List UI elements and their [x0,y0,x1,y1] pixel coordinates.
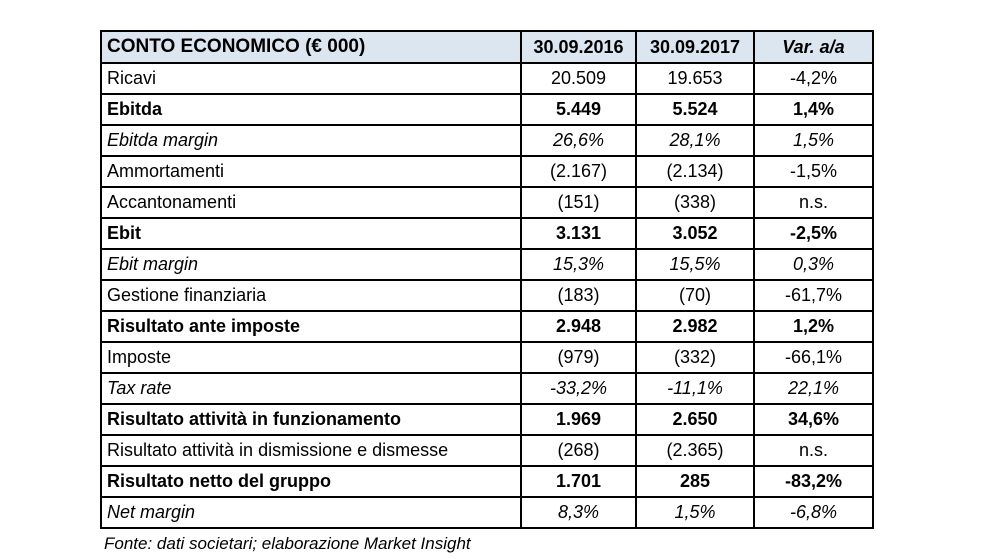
table-header-variation: Var. a/a [753,30,874,64]
row-value-cell: 1.701 [520,465,637,498]
row-label-cell: Imposte [100,341,522,374]
row-label-cell: Ammortamenti [100,155,522,188]
row-value-cell: (268) [520,434,637,467]
row-value-cell: 2.650 [635,403,755,436]
row-label-cell: Ebit margin [100,248,522,281]
row-label-cell: Gestione finanziaria [100,279,522,312]
row-label-cell: Ebit [100,217,522,250]
table-row: Ebit 3.131 3.052 -2,5% [100,217,874,250]
row-value-cell: 8,3% [520,496,637,529]
row-value-cell: n.s. [753,186,874,219]
row-label-cell: Tax rate [100,372,522,405]
row-value-cell: -66,1% [753,341,874,374]
row-value-cell: 3.052 [635,217,755,250]
table-row: Ebit margin 15,3% 15,5% 0,3% [100,248,874,281]
row-label-cell: Net margin [100,496,522,529]
row-value-cell: 26,6% [520,124,637,157]
row-label-cell: Ricavi [100,62,522,95]
table-row: Risultato attività in funzionamento 1.969… [100,403,874,436]
table-row: Ebitda 5.449 5.524 1,4% [100,93,874,126]
table-row: Ebitda margin 26,6% 28,1% 1,5% [100,124,874,157]
row-value-cell: 28,1% [635,124,755,157]
table-row: Risultato ante imposte 2.948 2.982 1,2% [100,310,874,343]
table-header-row: CONTO ECONOMICO (€ 000) 30.09.2016 30.09… [100,30,874,64]
row-value-cell: (183) [520,279,637,312]
row-value-cell: -83,2% [753,465,874,498]
table-row: Ricavi 20.509 19.653 -4,2% [100,62,874,95]
row-label-cell: Ebitda [100,93,522,126]
table-row: Tax rate -33,2% -11,1% 22,1% [100,372,874,405]
row-value-cell: -2,5% [753,217,874,250]
table-row: Ammortamenti (2.167) (2.134) -1,5% [100,155,874,188]
row-value-cell: (332) [635,341,755,374]
row-value-cell: 19.653 [635,62,755,95]
row-value-cell: 2.948 [520,310,637,343]
row-label-cell: Ebitda margin [100,124,522,157]
table-header-title: CONTO ECONOMICO (€ 000) [100,30,522,64]
row-value-cell: 1,2% [753,310,874,343]
row-value-cell: (2.134) [635,155,755,188]
row-value-cell: -11,1% [635,372,755,405]
row-label-cell: Risultato attività in funzionamento [100,403,522,436]
row-value-cell: 1.969 [520,403,637,436]
row-value-cell: 22,1% [753,372,874,405]
table-row: Net margin 8,3% 1,5% -6,8% [100,496,874,529]
row-value-cell: n.s. [753,434,874,467]
row-value-cell: 285 [635,465,755,498]
row-value-cell: 1,5% [635,496,755,529]
income-statement-table: CONTO ECONOMICO (€ 000) 30.09.2016 30.09… [100,30,874,529]
row-label-cell: Accantonamenti [100,186,522,219]
row-value-cell: -33,2% [520,372,637,405]
table-row: Risultato attività in dismissione e dism… [100,434,874,467]
row-value-cell: 1,4% [753,93,874,126]
row-value-cell: 15,5% [635,248,755,281]
table-body: Ricavi 20.509 19.653 -4,2% Ebitda 5.449 5.524 1… [100,62,874,529]
row-label-cell: Risultato netto del gruppo [100,465,522,498]
income-statement-table-container: CONTO ECONOMICO (€ 000) 30.09.2016 30.09… [100,30,874,529]
row-value-cell: 5.524 [635,93,755,126]
row-value-cell: 1,5% [753,124,874,157]
source-note: Fonte: dati societari; elaborazione Mark… [104,534,471,553]
row-value-cell: 15,3% [520,248,637,281]
row-value-cell: 2.982 [635,310,755,343]
row-value-cell: -4,2% [753,62,874,95]
table-row: Imposte (979) (332) -66,1% [100,341,874,374]
row-value-cell: (151) [520,186,637,219]
table-header-period-2016: 30.09.2016 [520,30,637,64]
row-value-cell: (338) [635,186,755,219]
row-value-cell: 34,6% [753,403,874,436]
table-header-period-2017: 30.09.2017 [635,30,755,64]
row-label-cell: Risultato ante imposte [100,310,522,343]
row-value-cell: -1,5% [753,155,874,188]
row-value-cell: 20.509 [520,62,637,95]
row-value-cell: 0,3% [753,248,874,281]
row-value-cell: 3.131 [520,217,637,250]
row-value-cell: -61,7% [753,279,874,312]
row-value-cell: 5.449 [520,93,637,126]
row-value-cell: -6,8% [753,496,874,529]
table-row: Risultato netto del gruppo 1.701 285 -83,2% [100,465,874,498]
table-row: Gestione finanziaria (183) (70) -61,7% [100,279,874,312]
row-value-cell: (70) [635,279,755,312]
row-label-cell: Risultato attività in dismissione e dism… [100,434,522,467]
row-value-cell: (2.365) [635,434,755,467]
row-value-cell: (979) [520,341,637,374]
table-row: Accantonamenti (151) (338) n.s. [100,186,874,219]
row-value-cell: (2.167) [520,155,637,188]
